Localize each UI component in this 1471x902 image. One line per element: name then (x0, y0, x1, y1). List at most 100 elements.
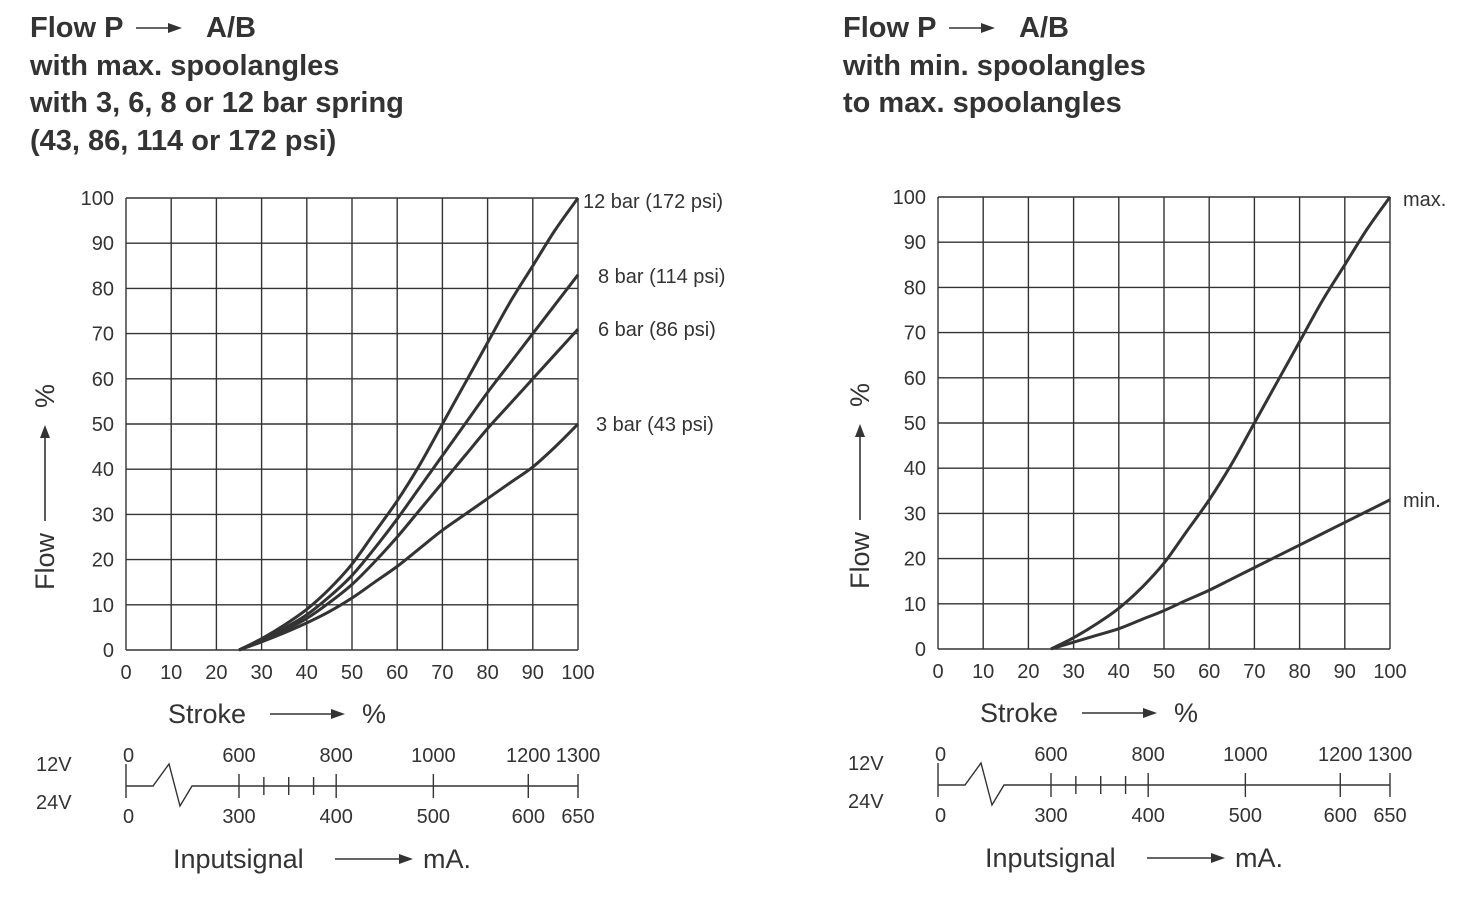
scale-bottom-label: 650 (1373, 805, 1406, 827)
x-tick-label: 100 (1373, 661, 1406, 683)
scale-bottom-label: 0 (123, 806, 134, 828)
series-line (238, 422, 580, 652)
input-signal-label: Inputsignal mA. (173, 844, 471, 874)
x-tick-label: 90 (1334, 661, 1356, 683)
scale-line-with-break (938, 761, 1390, 807)
scale-row-label-24v: 24V (848, 791, 884, 813)
scale-bottom-label: 500 (417, 806, 450, 828)
input-arrow-head (399, 854, 413, 864)
series-label: 8 bar (114 psi) (598, 266, 725, 288)
title-arrow (949, 23, 995, 33)
scale-top-label: 0 (123, 745, 134, 767)
x-tick-label: 10 (160, 662, 182, 684)
title-line-3: with 3, 6, 8 or 12 bar spring (29, 87, 404, 119)
scale-top-label: 600 (1034, 744, 1067, 766)
scale-bottom-label: 500 (1229, 805, 1262, 827)
y-tick-label: 10 (92, 595, 114, 617)
y-tick-label: 80 (904, 277, 926, 299)
series-label: 12 bar (172 psi) (583, 191, 723, 213)
x-tick-label: 40 (296, 662, 318, 684)
scale-bottom-label: 400 (319, 806, 352, 828)
x-tick-label: 100 (561, 662, 594, 684)
series-label: min. (1403, 490, 1441, 512)
y-axis-label: Flow% (845, 383, 875, 589)
y-tick-label: 0 (915, 639, 926, 661)
scale-top-label: 0 (935, 744, 946, 766)
scale-top-label: 1000 (1223, 744, 1268, 766)
y-axis-label: Flow% (30, 384, 60, 590)
y-tick-label: 50 (92, 414, 114, 436)
scale-row-label-24v: 24V (36, 792, 72, 814)
scale-line-with-break (126, 762, 578, 808)
series-line (238, 273, 580, 652)
series-line (238, 328, 580, 652)
left-chart-title: Flow P A/B with max. spoolangles with 3,… (29, 12, 404, 157)
x-axis-label: Stroke% (980, 698, 1198, 728)
scale-top-label: 1200 (506, 745, 551, 767)
scale-top-label: 600 (222, 745, 255, 767)
x-tick-label: 40 (1108, 661, 1130, 683)
x-tick-label: 80 (1288, 661, 1310, 683)
title-flow-p: Flow P (843, 12, 936, 44)
input-signal-unit: mA. (1235, 843, 1283, 873)
title-a-b: A/B (206, 12, 256, 44)
title-a-b: A/B (1019, 12, 1069, 44)
series-label: 3 bar (43 psi) (596, 414, 714, 436)
input-signal-unit: mA. (423, 844, 471, 874)
y-axis-arrow-head (855, 424, 865, 437)
scale-row-label-12v: 12V (36, 754, 72, 776)
x-tick-label: 0 (120, 662, 131, 684)
y-tick-label: 40 (904, 458, 926, 480)
y-tick-label: 20 (92, 550, 114, 572)
y-axis-arrow-head (40, 425, 50, 438)
title-flow-p: Flow P (30, 12, 123, 44)
x-tick-label: 80 (476, 662, 498, 684)
x-tick-label: 30 (1062, 661, 1084, 683)
scale-bottom-label: 650 (561, 806, 594, 828)
scale-bottom-label: 600 (1324, 805, 1357, 827)
y-axis-label-text: Flow (30, 532, 60, 590)
title-line-2: with max. spoolangles (29, 50, 339, 82)
y-tick-label: 60 (92, 369, 114, 391)
x-tick-label: 30 (250, 662, 272, 684)
right-chart-title: Flow P A/B with min. spoolangles to max.… (842, 12, 1146, 119)
grid (937, 196, 1391, 650)
y-tick-label: 70 (904, 323, 926, 345)
y-tick-label: 70 (92, 324, 114, 346)
y-tick-label: 30 (92, 504, 114, 526)
input-signal-label-text: Inputsignal (985, 843, 1116, 873)
x-tick-label: 50 (341, 662, 363, 684)
scale-row-label-12v: 12V (848, 753, 884, 775)
scale-bottom-label: 300 (1034, 805, 1067, 827)
input-arrow-head (1211, 853, 1225, 863)
scale-top-label: 1300 (556, 745, 601, 767)
y-axis-unit: % (845, 383, 875, 407)
y-tick-label: 30 (904, 503, 926, 525)
x-tick-label: 20 (205, 662, 227, 684)
x-tick-label: 90 (522, 662, 544, 684)
y-tick-label: 60 (904, 368, 926, 390)
y-tick-label: 10 (904, 594, 926, 616)
y-axis-unit: % (30, 384, 60, 408)
x-tick-label: 70 (1243, 661, 1265, 683)
y-tick-label: 50 (904, 413, 926, 435)
scale-bottom-label: 300 (222, 806, 255, 828)
x-axis-unit: % (362, 699, 386, 729)
x-axis-arrow-head (331, 709, 345, 719)
x-axis-unit: % (1174, 698, 1198, 728)
grid (125, 197, 579, 651)
scale-bottom-label: 600 (512, 806, 545, 828)
x-tick-label: 20 (1017, 661, 1039, 683)
y-tick-label: 100 (81, 188, 114, 210)
scale-top-label: 1300 (1368, 744, 1413, 766)
scale-bottom-label: 0 (935, 805, 946, 827)
y-tick-label: 90 (904, 232, 926, 254)
series-line (238, 197, 580, 652)
y-tick-label: 40 (92, 459, 114, 481)
x-tick-label: 0 (932, 661, 943, 683)
x-axis-label-text: Stroke (980, 698, 1058, 728)
y-tick-label: 90 (92, 233, 114, 255)
